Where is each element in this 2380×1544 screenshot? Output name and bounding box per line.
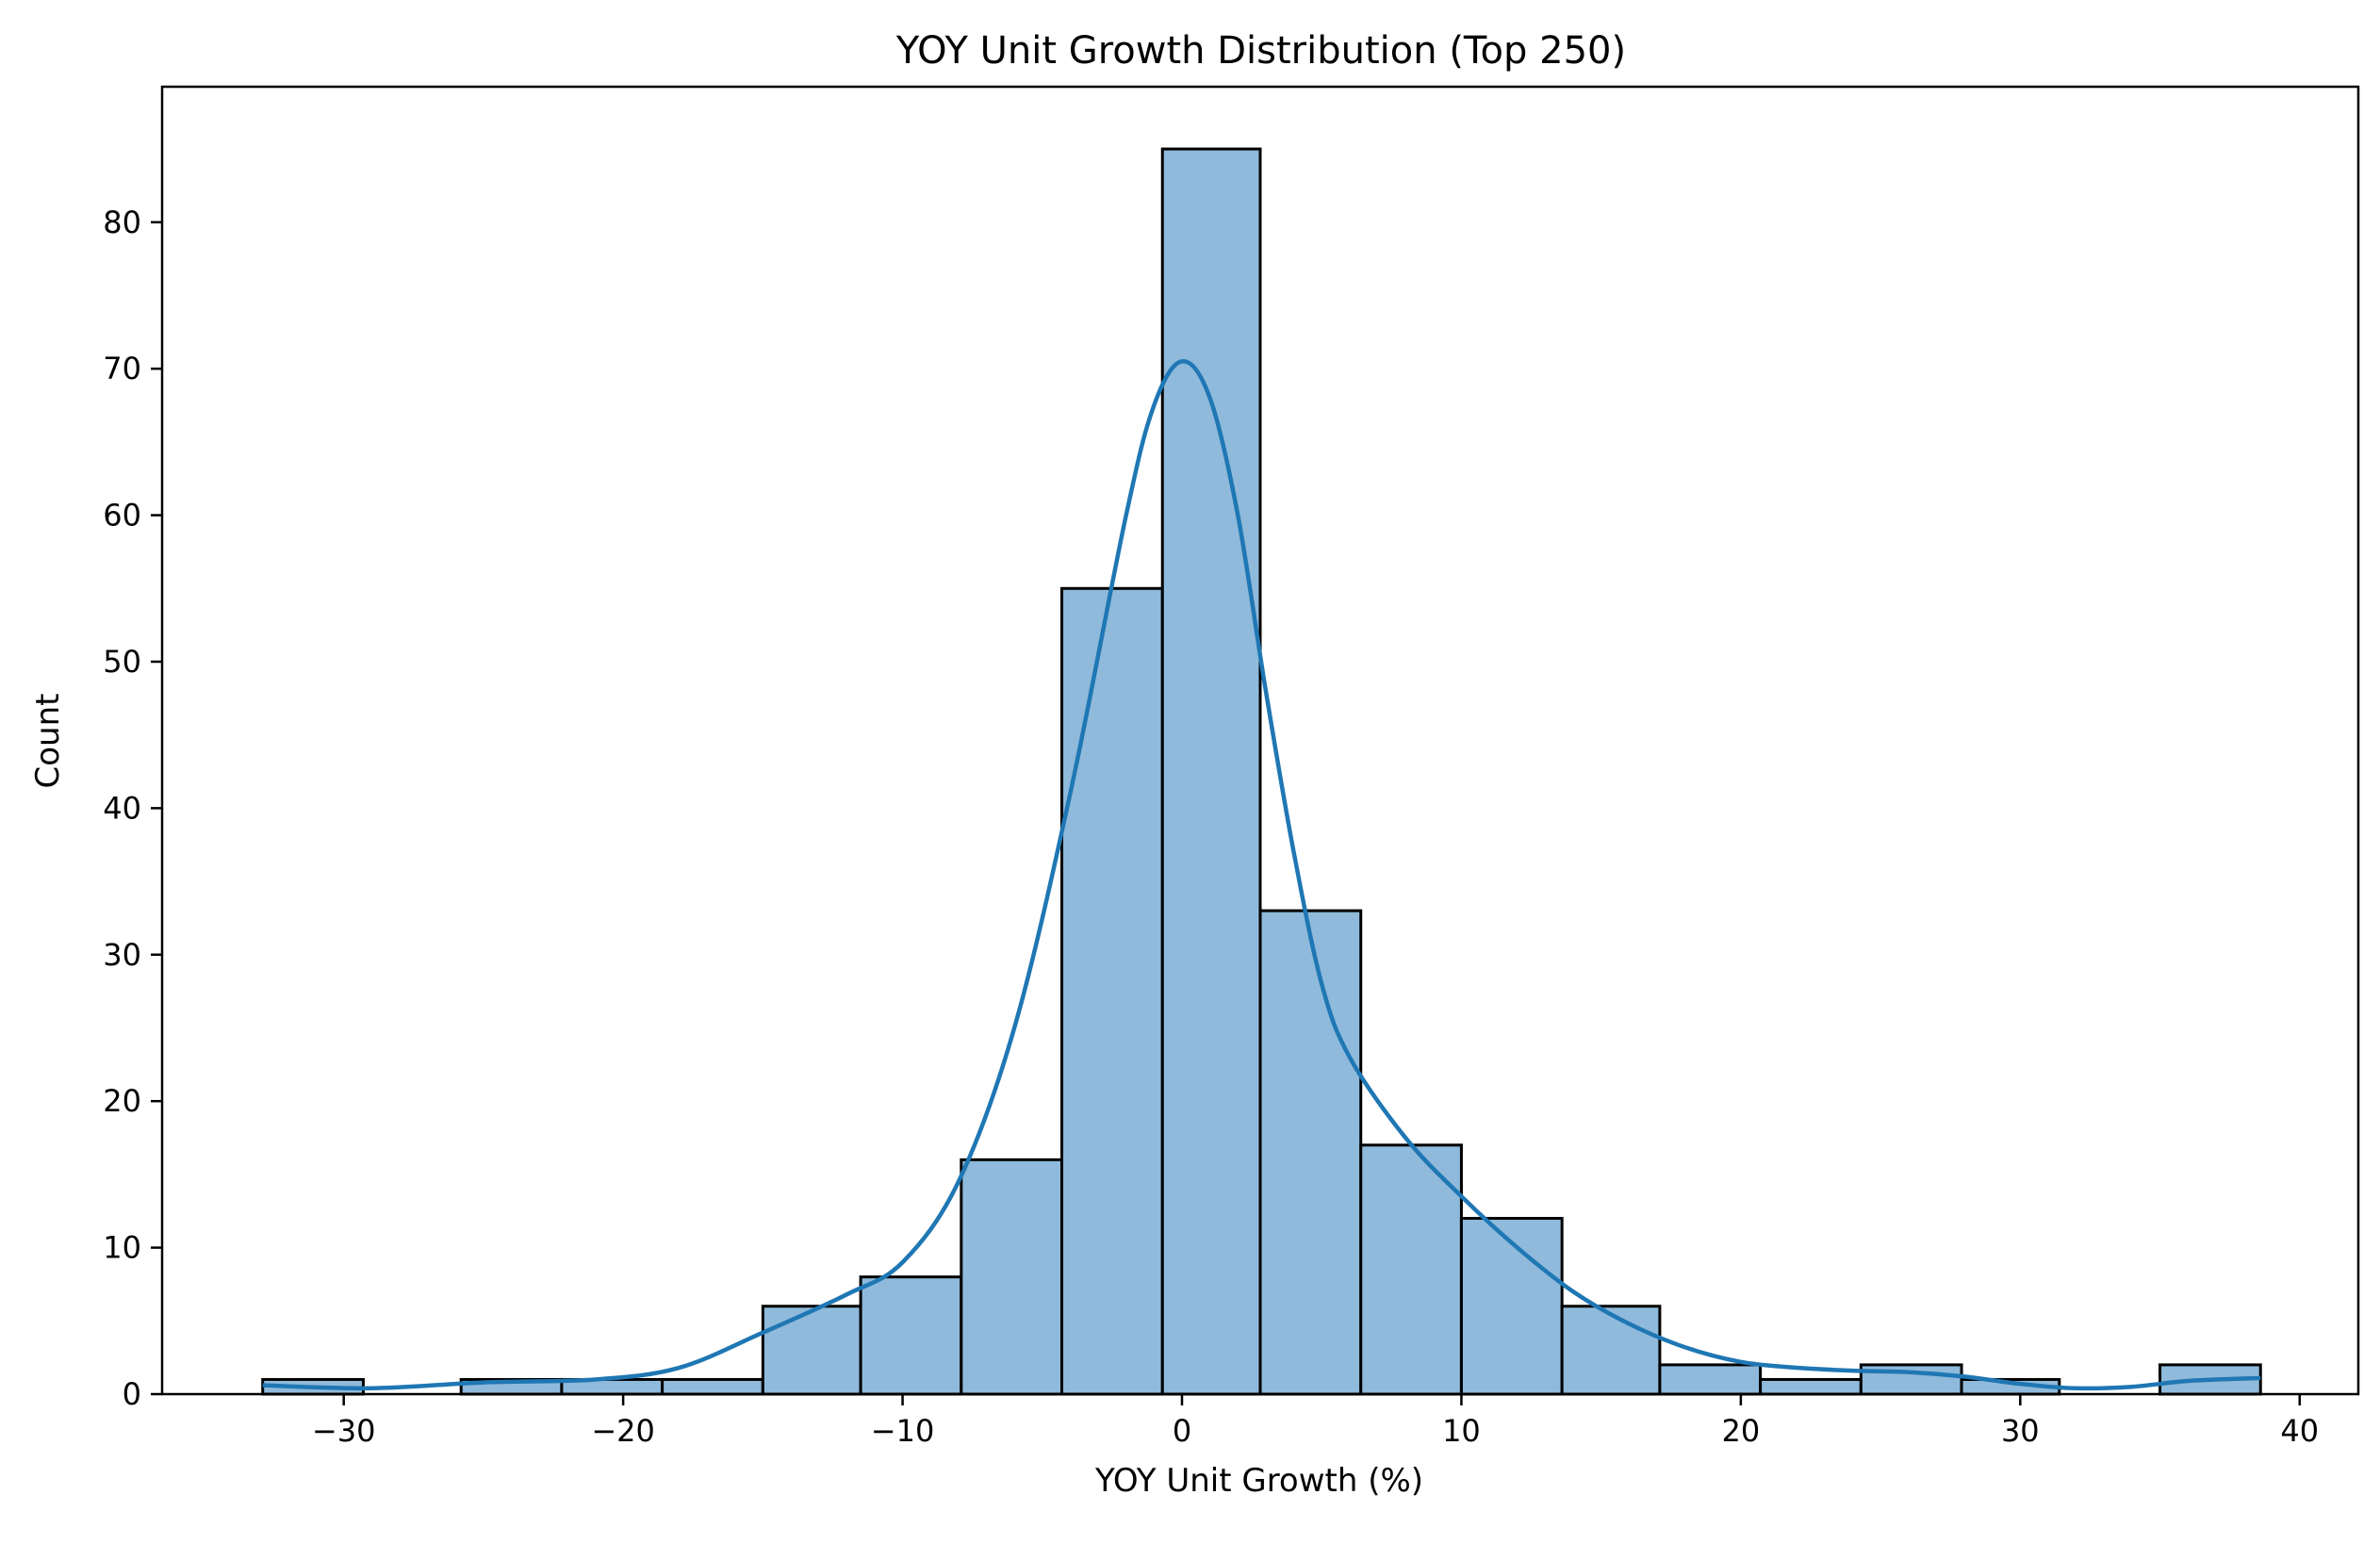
histogram-bar-6 xyxy=(859,1275,963,1396)
histogram-bar-14 xyxy=(1658,1363,1763,1396)
y-tick-label: 60 xyxy=(103,498,141,534)
x-tick-label: −10 xyxy=(871,1413,935,1449)
histogram-bar-4 xyxy=(661,1377,764,1396)
x-tick-label: 40 xyxy=(2280,1413,2319,1449)
chart-title: YOY Unit Growth Distribution (Top 250) xyxy=(895,29,1626,73)
kde-line xyxy=(262,359,2261,1391)
histogram-bar-5 xyxy=(761,1305,862,1396)
y-axis-ticks: 0 10 20 30 40 50 60 70 80 xyxy=(103,205,162,1412)
histogram-bar-15 xyxy=(1759,1377,1863,1396)
y-tick-label: 0 xyxy=(123,1376,141,1412)
x-axis-ticks: −30 −20 −10 0 10 20 30 40 xyxy=(312,1394,2319,1449)
y-tick-label: 40 xyxy=(103,790,141,826)
histogram-bar-7 xyxy=(960,1158,1064,1396)
x-tick-label: −30 xyxy=(312,1413,376,1449)
y-tick-label: 30 xyxy=(103,937,141,973)
y-tick-label: 50 xyxy=(103,644,141,680)
y-tick-label: 10 xyxy=(103,1230,141,1266)
axes-frame xyxy=(160,85,2360,1396)
x-axis-label: YOY Unit Growth (%) xyxy=(1094,1462,1423,1500)
y-tick-label: 70 xyxy=(103,351,141,386)
x-tick-label: 10 xyxy=(1442,1413,1481,1449)
histogram-bar-9 xyxy=(1160,147,1262,1396)
histogram-bar-13 xyxy=(1560,1305,1662,1396)
x-tick-label: −20 xyxy=(591,1413,655,1449)
y-axis-label: Count xyxy=(29,694,67,789)
x-tick-label: 20 xyxy=(1722,1413,1761,1449)
bars-group xyxy=(261,147,2262,1396)
y-tick-label: 20 xyxy=(103,1083,141,1119)
histogram-bar-8 xyxy=(1060,586,1164,1396)
histogram-bar-10 xyxy=(1258,909,1363,1396)
x-tick-label: 0 xyxy=(1173,1413,1191,1449)
histogram-bar-12 xyxy=(1459,1217,1564,1396)
x-tick-label: 30 xyxy=(2001,1413,2040,1449)
y-tick-label: 80 xyxy=(103,205,141,240)
